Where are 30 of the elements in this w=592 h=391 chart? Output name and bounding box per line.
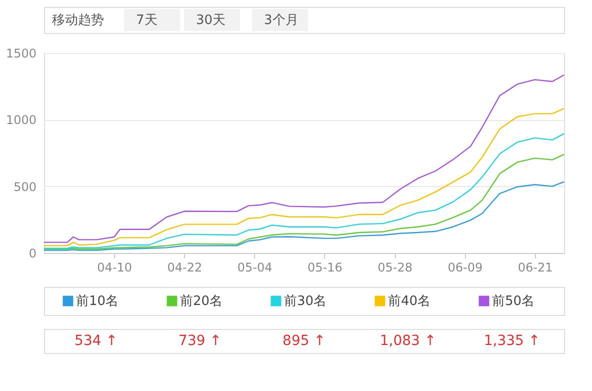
legend-label: 前30名: [284, 294, 327, 309]
line-series: [43, 181, 565, 251]
line-series: [43, 133, 565, 249]
y-tick-label: 0: [28, 246, 36, 260]
y-tick-label: 1500: [6, 46, 36, 60]
line-series: [43, 108, 565, 246]
x-tick-label: 05-16: [308, 260, 342, 274]
x-tick-label: 05-04: [237, 260, 272, 274]
x-tick-label: 06-21: [518, 260, 553, 274]
text: 30天: [196, 13, 226, 28]
x-tick-label: 04-10: [97, 260, 132, 274]
line-series: [43, 154, 565, 250]
x-tick-label: 05-28: [378, 260, 412, 274]
legend-label: 前10名: [76, 294, 119, 309]
line-series: [43, 74, 565, 243]
text: 1,083 ↑: [380, 333, 436, 349]
legend-label: 前20名: [180, 294, 223, 309]
x-tick-label: 04-22: [167, 260, 202, 274]
text: 534 ↑: [74, 333, 118, 349]
text: 739 ↑: [178, 333, 222, 349]
y-tick-label: 1000: [6, 113, 36, 128]
legend-label: 前40名: [388, 294, 431, 309]
text: 7天: [136, 13, 158, 28]
y-tick-label: 500: [14, 180, 36, 194]
x-tick-label: 06-09: [448, 260, 483, 274]
text: 895 ↑: [282, 333, 326, 349]
text: 3个月: [264, 13, 298, 28]
text: 1,335 ↑: [484, 333, 540, 349]
legend-label: 前50名: [492, 294, 535, 309]
text: 移动趋势: [52, 13, 104, 28]
